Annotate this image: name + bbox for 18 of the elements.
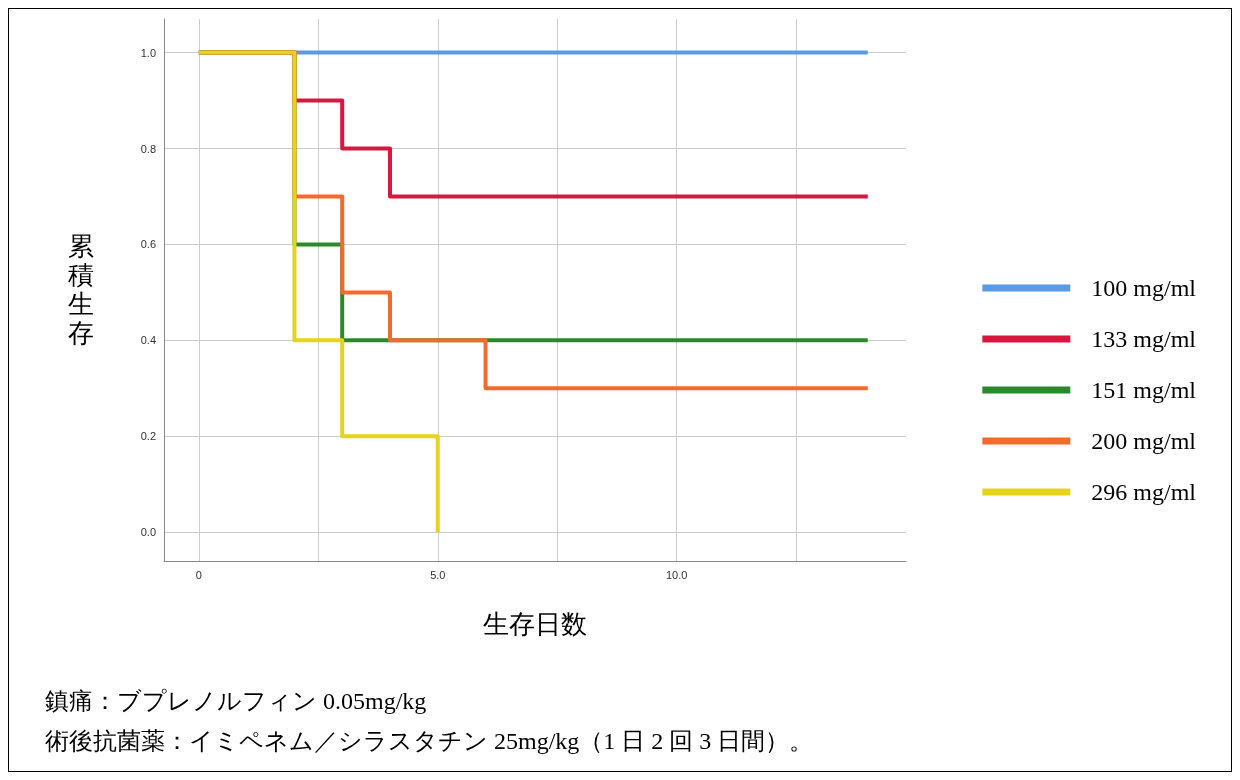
x-axis-title: 生存日数 xyxy=(483,609,587,639)
x-tick-label: 0 xyxy=(195,568,202,581)
x-tick-label: 5.0 xyxy=(430,568,446,581)
legend-label: 151 mg/ml xyxy=(1091,377,1197,403)
y-tick-label: 0.2 xyxy=(140,430,156,443)
legend-label: 296 mg/ml xyxy=(1091,479,1197,505)
x-tick-label: 10.0 xyxy=(665,568,688,581)
legend-label: 133 mg/ml xyxy=(1091,326,1197,352)
y-tick-label: 0.8 xyxy=(140,142,156,155)
y-axis-title: 累積生存 xyxy=(68,232,94,348)
y-tick-label: 0.6 xyxy=(140,238,156,251)
y-tick-label: 1.0 xyxy=(140,46,156,59)
text: 鎮痛：ブプレノルフィン 0.05mg/kg xyxy=(45,688,427,714)
legend-label: 200 mg/ml xyxy=(1091,428,1197,454)
text: 術後抗菌薬：イミペネム／シラスタチン 25mg/kg（1 日 2 回 3 日間）。 xyxy=(45,728,814,754)
y-tick-label: 0.0 xyxy=(140,526,156,539)
y-tick-label: 0.4 xyxy=(140,334,156,347)
legend-label: 100 mg/ml xyxy=(1091,275,1197,301)
